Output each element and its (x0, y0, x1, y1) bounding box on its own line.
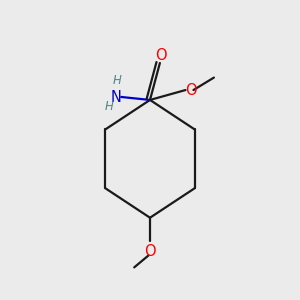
Text: O: O (185, 82, 196, 98)
Text: N: N (111, 89, 122, 104)
Text: O: O (144, 244, 156, 259)
Text: H: H (104, 100, 113, 113)
Text: H: H (113, 74, 122, 87)
Text: O: O (156, 48, 167, 63)
